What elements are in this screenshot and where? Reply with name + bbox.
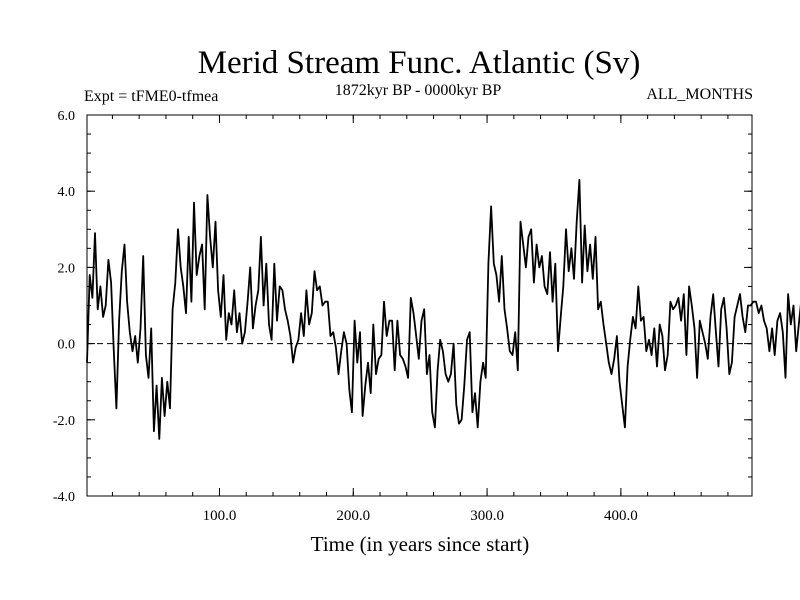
y-tick-label: 2.0 <box>58 261 76 276</box>
time-range-label: 1872kyr BP - 0000kyr BP <box>335 82 502 99</box>
x-tick-label: 200.0 <box>336 508 370 524</box>
y-tick-label: 6.0 <box>58 109 76 124</box>
y-tick-label: -4.0 <box>53 490 75 505</box>
y-axis: -4.0 -2.0 0.0 2.0 4.0 6.0 <box>53 109 752 505</box>
x-tick-label: 400.0 <box>604 508 638 524</box>
data-series-line <box>86 178 800 440</box>
y-tick-label: 4.0 <box>58 185 76 200</box>
x-axis-label: Time (in years since start) <box>311 532 530 556</box>
months-label: ALL_MONTHS <box>646 86 753 103</box>
y-tick-label: 0.0 <box>58 338 76 353</box>
x-axis: 100.0 200.0 300.0 400.0 <box>111 115 729 524</box>
x-tick-label: 300.0 <box>470 508 504 524</box>
chart-title: Merid Stream Func. Atlantic (Sv) <box>198 45 641 81</box>
y-tick-label: -2.0 <box>53 414 75 429</box>
x-tick-label: 100.0 <box>203 508 237 524</box>
experiment-label: Expt = tFME0-tfmea <box>84 88 218 105</box>
